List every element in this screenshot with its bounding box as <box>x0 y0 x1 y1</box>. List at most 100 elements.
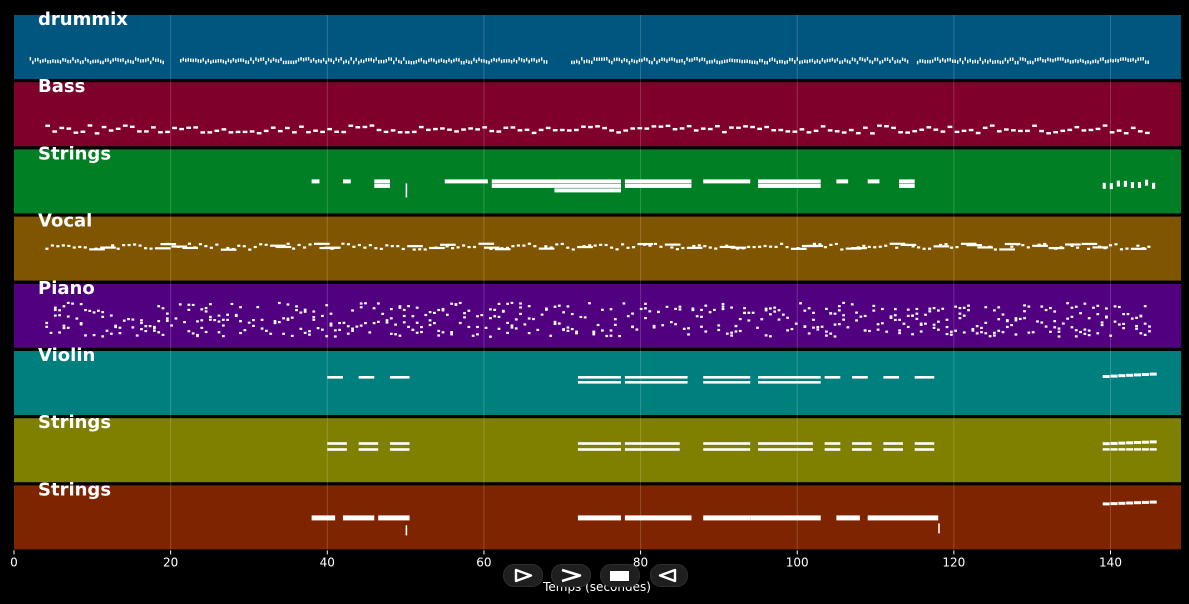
note <box>624 515 692 521</box>
note <box>774 245 778 248</box>
note <box>1126 448 1134 451</box>
note <box>855 319 858 322</box>
note <box>1027 305 1031 308</box>
note <box>975 332 979 335</box>
note <box>153 326 156 330</box>
note <box>140 321 143 325</box>
note <box>1031 331 1035 334</box>
note <box>984 306 988 309</box>
note <box>869 59 871 64</box>
note <box>1147 245 1151 248</box>
note <box>637 126 643 130</box>
note <box>924 313 927 316</box>
note <box>669 320 673 324</box>
note <box>493 57 495 62</box>
note <box>226 318 229 321</box>
note <box>974 59 976 64</box>
note <box>162 60 164 65</box>
note <box>66 301 70 305</box>
note <box>92 59 94 64</box>
note <box>390 57 392 61</box>
note <box>791 57 793 62</box>
note <box>1070 306 1074 309</box>
note <box>376 128 382 132</box>
note <box>242 58 245 63</box>
note <box>471 334 475 337</box>
note <box>308 330 311 333</box>
note <box>743 59 746 64</box>
note <box>53 306 57 309</box>
note <box>524 128 530 132</box>
note <box>352 245 356 248</box>
note <box>538 58 540 63</box>
note <box>1122 322 1125 326</box>
note <box>330 58 332 62</box>
note <box>899 515 939 521</box>
note <box>750 515 821 521</box>
note <box>643 57 646 61</box>
note <box>949 246 954 249</box>
note <box>220 59 222 63</box>
note <box>34 58 37 62</box>
note <box>864 58 866 63</box>
note <box>265 329 268 332</box>
note <box>302 57 305 62</box>
play-button[interactable] <box>503 564 543 587</box>
note <box>1027 60 1029 65</box>
note <box>949 333 953 336</box>
note <box>922 247 926 250</box>
note <box>1054 57 1057 62</box>
note <box>651 60 653 65</box>
fast-forward-button[interactable] <box>551 564 591 587</box>
note <box>571 60 573 65</box>
note <box>501 310 505 313</box>
note <box>577 442 621 445</box>
note <box>1021 244 1025 247</box>
note <box>153 329 156 332</box>
note <box>230 59 232 64</box>
note <box>360 59 362 63</box>
note <box>1149 500 1157 504</box>
note <box>674 323 677 326</box>
note <box>277 59 280 63</box>
note <box>411 328 415 331</box>
note <box>335 246 340 249</box>
note <box>87 59 89 63</box>
note <box>846 326 850 329</box>
note <box>79 322 83 325</box>
note <box>350 57 352 61</box>
stop-button[interactable] <box>600 564 640 587</box>
note <box>906 314 910 318</box>
note <box>917 246 921 249</box>
note <box>779 59 781 64</box>
rewind-button[interactable] <box>650 564 688 587</box>
note <box>484 326 488 329</box>
note <box>215 59 217 64</box>
note <box>764 307 768 310</box>
note <box>540 313 544 316</box>
note <box>363 59 365 64</box>
note <box>1102 502 1110 506</box>
note <box>483 246 500 249</box>
note <box>1057 57 1059 61</box>
note <box>611 60 613 65</box>
note <box>62 305 66 308</box>
note <box>152 57 154 61</box>
note <box>45 247 49 250</box>
note <box>618 334 621 338</box>
note <box>441 309 445 312</box>
note <box>398 59 400 64</box>
note <box>635 328 639 331</box>
note <box>599 243 603 246</box>
note <box>834 59 836 63</box>
note <box>1014 60 1017 65</box>
note <box>557 322 561 325</box>
note <box>455 57 458 62</box>
note <box>79 60 82 65</box>
note <box>553 322 557 326</box>
note <box>1149 448 1157 451</box>
note <box>475 59 478 64</box>
note <box>415 321 419 324</box>
note <box>1097 245 1102 248</box>
note <box>303 246 307 249</box>
